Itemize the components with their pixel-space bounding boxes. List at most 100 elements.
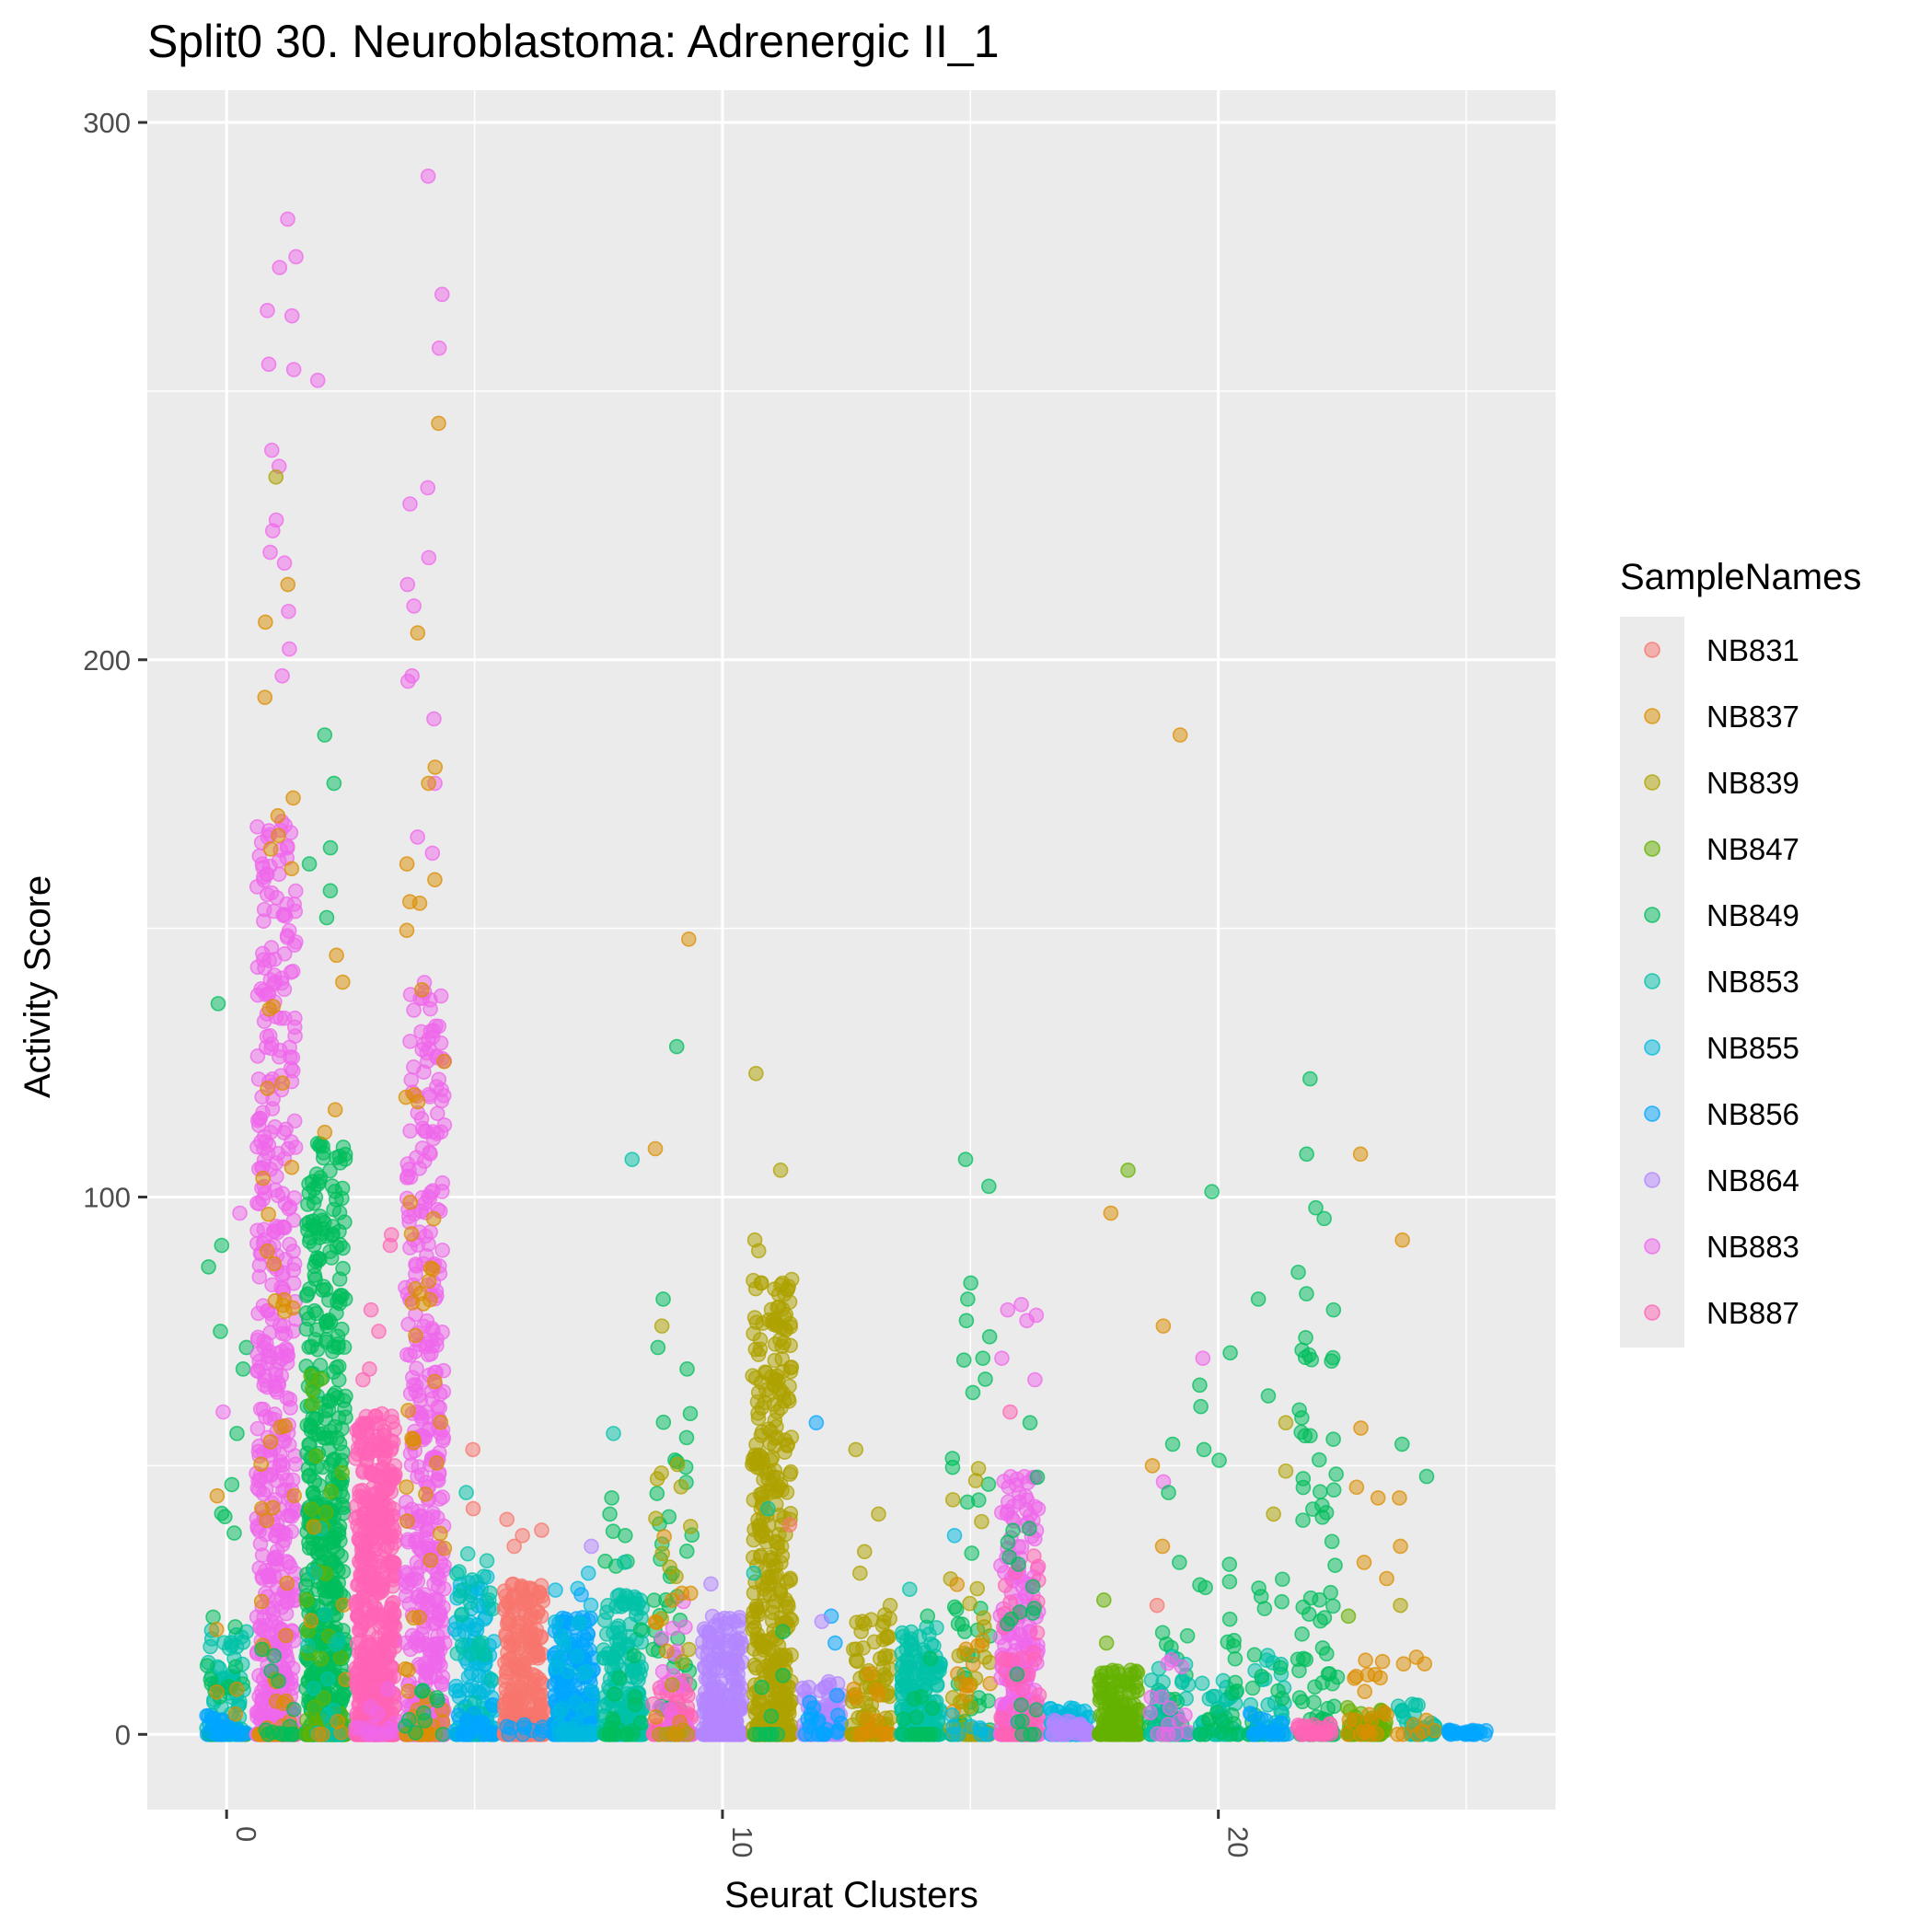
chart-title: Split0 30. Neuroblastoma: Adrenergic II_… bbox=[147, 16, 1000, 67]
point-NB839 bbox=[746, 1549, 761, 1566]
point-NB837 bbox=[209, 1487, 226, 1504]
point-NB883 bbox=[399, 1168, 416, 1185]
point-NB883 bbox=[362, 1699, 378, 1715]
point-NB855 bbox=[578, 1663, 595, 1680]
point-NB837 bbox=[425, 1210, 442, 1227]
point-NB837 bbox=[260, 1206, 276, 1222]
point-NB883 bbox=[421, 550, 437, 566]
point-NB849 bbox=[627, 1688, 643, 1705]
point-NB831 bbox=[530, 1650, 547, 1666]
point-NB883 bbox=[249, 1420, 266, 1437]
point-NB849 bbox=[332, 1533, 348, 1549]
point-NB883 bbox=[375, 1726, 390, 1742]
point-NB849 bbox=[416, 1705, 432, 1721]
point-NB883 bbox=[279, 1355, 295, 1371]
point-NB837 bbox=[262, 841, 279, 857]
point-NB856 bbox=[236, 1726, 251, 1741]
point-NB887 bbox=[382, 1237, 399, 1254]
point-NB856 bbox=[516, 1719, 533, 1736]
point-NB883 bbox=[283, 965, 299, 980]
point-NB883 bbox=[398, 1494, 414, 1510]
point-NB839 bbox=[745, 1451, 761, 1467]
point-NB883 bbox=[419, 1045, 434, 1061]
point-NB864 bbox=[702, 1712, 718, 1728]
point-NB839 bbox=[763, 1658, 779, 1673]
point-NB837 bbox=[408, 1327, 423, 1344]
point-NB853 bbox=[596, 1612, 613, 1628]
point-NB883 bbox=[269, 889, 284, 906]
point-NB883 bbox=[260, 1145, 276, 1162]
point-NB883 bbox=[269, 1168, 284, 1185]
point-NB837 bbox=[433, 1414, 449, 1430]
point-NB864 bbox=[700, 1654, 716, 1671]
point-NB837 bbox=[285, 790, 301, 806]
point-NB883 bbox=[285, 362, 302, 377]
point-NB855 bbox=[582, 1701, 598, 1717]
point-NB855 bbox=[584, 1683, 600, 1700]
point-NB849 bbox=[322, 839, 339, 856]
point-NB849 bbox=[668, 1038, 685, 1055]
point-NB883 bbox=[288, 249, 304, 265]
point-NB849 bbox=[258, 1722, 274, 1738]
point-NB839 bbox=[654, 1545, 670, 1562]
point-NB849 bbox=[301, 856, 318, 872]
point-NB839 bbox=[781, 1706, 797, 1721]
point-NB853 bbox=[600, 1598, 616, 1614]
point-NB849 bbox=[607, 1686, 622, 1702]
point-NB849 bbox=[415, 1683, 431, 1698]
point-NB837 bbox=[424, 1261, 441, 1278]
point-NB837 bbox=[266, 1255, 283, 1272]
point-NB837 bbox=[254, 1500, 270, 1517]
point-NB837 bbox=[267, 1292, 283, 1309]
point-NB849 bbox=[601, 1726, 618, 1742]
point-NB837 bbox=[399, 1479, 414, 1495]
point-NB883 bbox=[424, 1509, 441, 1525]
point-NB837 bbox=[280, 576, 296, 593]
point-NB837 bbox=[283, 1159, 300, 1175]
point-NB883 bbox=[283, 1558, 298, 1575]
point-NB853 bbox=[454, 1637, 470, 1653]
point-NB883 bbox=[400, 1209, 417, 1224]
point-NB831 bbox=[515, 1636, 531, 1652]
point-NB847 bbox=[334, 1464, 351, 1481]
point-NB849 bbox=[217, 1509, 233, 1525]
point-NB883 bbox=[284, 1063, 301, 1079]
point-NB883 bbox=[268, 1367, 283, 1382]
point-NB837 bbox=[410, 625, 426, 641]
point-NB849 bbox=[318, 909, 335, 926]
point-NB883 bbox=[282, 1236, 297, 1253]
point-NB883 bbox=[265, 1605, 281, 1622]
point-NB839 bbox=[782, 1315, 798, 1332]
point-NB883 bbox=[432, 1386, 448, 1403]
point-NB847 bbox=[332, 1649, 349, 1665]
point-NB839 bbox=[674, 1654, 690, 1670]
point-NB883 bbox=[400, 1575, 417, 1591]
point-NB837 bbox=[317, 1124, 333, 1140]
point-NB849 bbox=[307, 1258, 322, 1275]
point-NB849 bbox=[429, 1690, 445, 1706]
point-NB837 bbox=[672, 1714, 688, 1730]
point-NB837 bbox=[401, 894, 418, 909]
point-NB837 bbox=[402, 1194, 418, 1210]
point-NB883 bbox=[252, 1359, 269, 1375]
point-NB883 bbox=[402, 496, 418, 512]
point-NB883 bbox=[267, 974, 283, 990]
point-NB839 bbox=[746, 1521, 762, 1538]
point-NB883 bbox=[286, 1019, 303, 1035]
point-NB849 bbox=[227, 1659, 244, 1675]
point-NB849 bbox=[335, 1260, 351, 1277]
point-NB849 bbox=[266, 1648, 282, 1664]
point-NB856 bbox=[211, 1726, 226, 1742]
point-NB883 bbox=[417, 1195, 434, 1211]
point-NB883 bbox=[268, 1549, 283, 1565]
point-NB883 bbox=[409, 1360, 424, 1377]
point-NB864 bbox=[719, 1651, 735, 1668]
point-NB837 bbox=[436, 1540, 453, 1556]
point-NB883 bbox=[434, 1242, 450, 1258]
point-NB887 bbox=[355, 1589, 372, 1604]
point-NB883 bbox=[424, 845, 441, 862]
point-NB864 bbox=[732, 1701, 748, 1717]
point-NB831 bbox=[535, 1593, 551, 1609]
point-NB837 bbox=[265, 999, 282, 1014]
